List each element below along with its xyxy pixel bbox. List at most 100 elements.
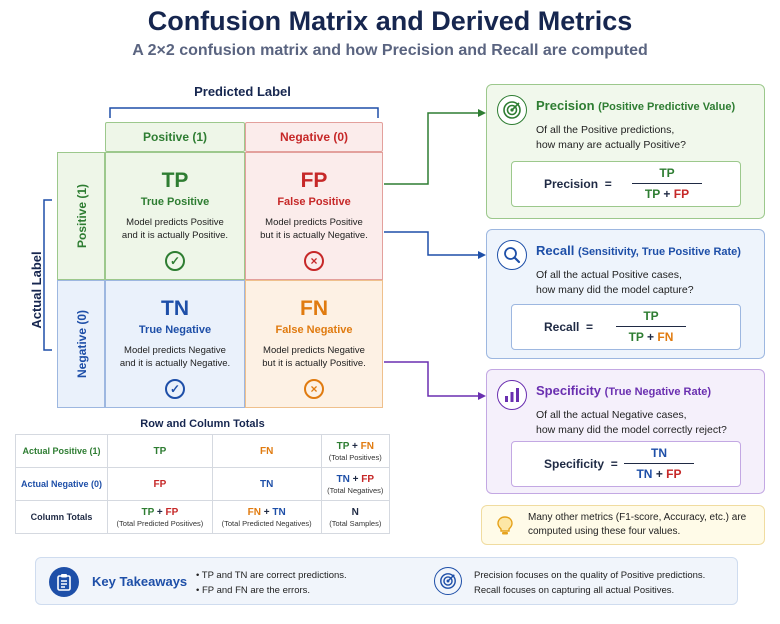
total-pred-negatives-note: (Total Predicted Negatives) xyxy=(221,518,312,528)
takeaways-title: Key Takeaways xyxy=(92,574,188,589)
specificity-denominator: TN + FP xyxy=(624,464,694,481)
totals-title: Row and Column Totals xyxy=(140,418,265,430)
recall-heading: Recall (Sensitivity, True Positive Rate) xyxy=(536,243,741,258)
cell-total-positives: TP + FN (Total Positives) xyxy=(320,434,391,468)
row-label-actual-negative: Actual Negative (0) xyxy=(15,467,108,501)
row-header-positive: Positive (1) xyxy=(57,152,105,280)
cell-fp: FP xyxy=(107,467,213,501)
row-label-column-totals: Column Totals xyxy=(15,500,108,534)
recall-card: Recall (Sensitivity, True Positive Rate)… xyxy=(486,229,765,359)
recall-formula: Recall = TP TP + FN xyxy=(511,304,741,350)
precision-den-a: TP xyxy=(644,187,661,201)
recall-formula-name: Recall xyxy=(544,320,580,334)
cell-true-negative: TN True Negative Model predicts Negative… xyxy=(105,280,245,408)
lightbulb-icon xyxy=(496,516,514,541)
specificity-heading: Specificity (True Negative Rate) xyxy=(536,383,711,398)
predicted-label-title: Predicted Label xyxy=(194,84,291,99)
cell-true-positive: TP True Positive Model predicts Positive… xyxy=(105,152,245,280)
specificity-question-line2: how many did the model correctly reject? xyxy=(536,424,727,436)
fn-abbr: FN xyxy=(300,297,328,320)
clipboard-icon xyxy=(49,567,79,597)
list-item: FP and FN are the errors. xyxy=(196,583,347,598)
sum-tp: TP xyxy=(141,506,155,518)
total-positives-note: (Total Positives) xyxy=(328,452,382,462)
recall-formula-label: Recall = xyxy=(544,320,593,334)
row-header-negative-label: Negative (0) xyxy=(75,309,89,379)
target-icon xyxy=(434,567,462,595)
target-icon xyxy=(497,95,527,125)
total-negatives-note: (Total Negatives) xyxy=(327,485,384,495)
plus-sign: + xyxy=(647,330,655,344)
takeaways-right-line1: Precision focuses on the quality of Posi… xyxy=(474,570,706,581)
recall-connector xyxy=(384,231,478,256)
fp-desc-line1: Model predicts Positive xyxy=(265,217,363,228)
note-line2: computed using these four values. xyxy=(528,526,681,537)
precision-title: Precision xyxy=(536,98,595,113)
fn-name: False Negative xyxy=(275,324,353,336)
precision-question-line2: how many are actually Positive? xyxy=(536,139,686,151)
specificity-title: Specificity xyxy=(536,383,602,398)
magnifier-icon xyxy=(497,240,527,270)
tp-description: Model predicts Positive and it is actual… xyxy=(106,216,244,242)
specificity-subtitle: (True Negative Rate) xyxy=(604,386,712,398)
check-icon: ✓ xyxy=(165,251,185,271)
precision-card: Precision (Positive Predictive Value) Of… xyxy=(486,84,765,219)
cell-false-negative: FN False Negative Model predicts Negativ… xyxy=(245,280,383,408)
precision-question: Of all the Positive predictions, how man… xyxy=(536,123,686,153)
metrics-note-text: Many other metrics (F1-score, Accuracy, … xyxy=(528,511,746,539)
note-line1: Many other metrics (F1-score, Accuracy, … xyxy=(528,512,747,523)
tn-description: Model predicts Negative and it is actual… xyxy=(106,344,244,370)
fp-desc-line2: but it is actually Negative. xyxy=(260,230,368,241)
specificity-den-a: TN xyxy=(636,467,653,481)
cell-tn: TN xyxy=(211,467,322,501)
row-header-negative: Negative (0) xyxy=(57,280,105,408)
cross-icon: × xyxy=(304,251,324,271)
recall-fraction: TP TP + FN xyxy=(616,309,686,344)
tp-desc-line2: and it is actually Positive. xyxy=(121,230,229,241)
specificity-question: Of all the actual Negative cases, how ma… xyxy=(536,408,727,438)
specificity-question-line1: Of all the actual Negative cases, xyxy=(536,409,687,421)
cell-total-predicted-positives: TP + FP (Total Predicted Positives) xyxy=(107,500,213,534)
precision-den-b: FP xyxy=(673,187,690,201)
plus-sign: + xyxy=(655,467,663,481)
metrics-note: Many other metrics (F1-score, Accuracy, … xyxy=(481,505,765,545)
specificity-den-b: FP xyxy=(666,467,682,481)
cell-false-positive: FP False Positive Model predicts Positiv… xyxy=(245,152,383,280)
equals-sign: = xyxy=(586,320,594,334)
sum-fn: FN xyxy=(247,506,261,518)
cell-fn: FN xyxy=(211,434,322,468)
tn-name: True Negative xyxy=(138,324,212,336)
recall-question: Of all the actual Positive cases, how ma… xyxy=(536,268,694,298)
precision-numerator: TP xyxy=(632,166,702,184)
totals-table: Actual Positive (1) TP FN TP + FN (Total… xyxy=(15,434,391,534)
precision-arrowhead xyxy=(478,109,486,117)
specificity-numerator: TN xyxy=(624,446,694,464)
precision-question-line1: Of all the Positive predictions, xyxy=(536,124,675,136)
page-subtitle: A 2×2 confusion matrix and how Precision… xyxy=(132,42,648,59)
tn-desc-line1: Model predicts Negative xyxy=(124,345,226,356)
tp-abbr: TP xyxy=(161,169,189,192)
fn-desc-line1: Model predicts Negative xyxy=(263,345,365,356)
fp-name: False Positive xyxy=(277,196,351,208)
precision-formula-label: Precision = xyxy=(544,177,612,191)
precision-connector xyxy=(384,112,478,185)
takeaways-right-text: Precision focuses on the quality of Posi… xyxy=(474,568,705,598)
row-header-positive-label: Positive (1) xyxy=(75,183,89,249)
plus-sign: + xyxy=(156,506,163,518)
cell-total-negatives: TN + FP (Total Negatives) xyxy=(320,467,391,501)
specificity-formula: Specificity = TN TN + FP xyxy=(511,441,741,487)
specificity-card: Specificity (True Negative Rate) Of all … xyxy=(486,369,765,494)
precision-fraction: TP TP + FP xyxy=(632,166,702,201)
plus-sign: + xyxy=(263,506,270,518)
cross-icon: × xyxy=(304,379,324,399)
sum-tn: TN xyxy=(272,506,286,518)
plus-sign: + xyxy=(351,440,358,452)
key-takeaways: Key Takeaways TP and TN are correct pred… xyxy=(35,557,738,605)
plus-sign: + xyxy=(352,473,359,485)
recall-numerator: TP xyxy=(616,309,686,327)
recall-question-line2: how many did the model capture? xyxy=(536,284,694,296)
column-header-negative: Negative (0) xyxy=(245,122,383,152)
actual-label-title: Actual Label xyxy=(29,251,44,329)
tp-desc-line1: Model predicts Positive xyxy=(126,217,224,228)
cell-total-samples: N (Total Samples) xyxy=(320,500,391,534)
